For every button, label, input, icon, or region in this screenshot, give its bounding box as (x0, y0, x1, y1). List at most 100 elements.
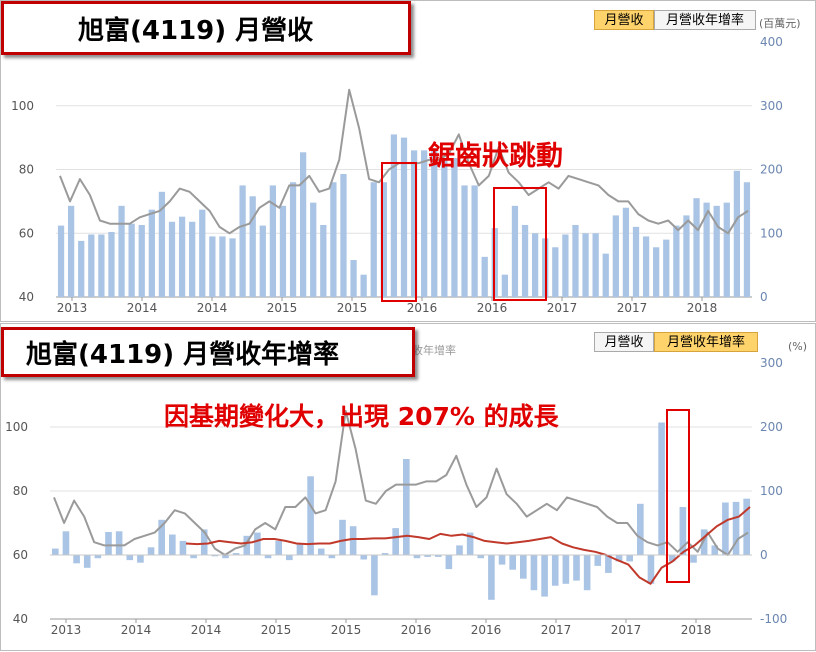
revenue-bar (350, 260, 357, 297)
revenue-bar (501, 274, 508, 297)
monthly-revenue-chart: 40 60 80 100 0 100 200 300 400 2013 2014 2014 2015 20… (0, 0, 816, 322)
revenue-bar (57, 225, 65, 297)
x-tick-label: 2015 (267, 301, 298, 315)
y-right-tick-label: -100 (760, 612, 787, 626)
y-right-tick-label: 300 (760, 99, 783, 113)
revenue-bar (511, 205, 519, 297)
y-right-tick-label: 100 (760, 484, 783, 498)
revenue-bar (200, 529, 208, 555)
revenue-bar (673, 225, 680, 297)
revenue-bar (562, 234, 569, 297)
unit-label: (%) (788, 340, 808, 353)
x-tick-label: 2015 (331, 623, 362, 637)
x-tick-label: 2017 (611, 623, 642, 637)
x-tick-label: 2016 (401, 623, 432, 637)
revenue-bar (733, 170, 740, 297)
revenue-bar (743, 182, 751, 297)
faded-tab-text: 收年增率 (412, 344, 456, 357)
revenue-bar (466, 532, 474, 555)
revenue-bar (573, 555, 580, 581)
revenue-bar (626, 555, 633, 562)
yoy-growth-chart: 40 60 80 100 -100 0 100 200 300 2013 2014 2014 2015 2… (0, 323, 816, 651)
y-right-tick-label: 300 (760, 356, 783, 370)
y-left-tick-label: 100 (5, 420, 28, 434)
revenue-bar (264, 555, 272, 559)
revenue-bar (52, 548, 59, 555)
revenue-bar (211, 555, 219, 557)
revenue-bar (128, 223, 135, 297)
revenue-bar (239, 185, 246, 297)
x-tick-label: 2015 (261, 623, 292, 637)
revenue-bar (169, 534, 176, 555)
revenue-bar (158, 519, 165, 555)
y-right-tick-label: 200 (760, 420, 783, 434)
revenue-bar (683, 215, 690, 297)
tab-monthly-revenue[interactable]: 月營收 (594, 10, 654, 30)
revenue-bar (390, 134, 398, 297)
revenue-bar (370, 182, 377, 297)
revenue-bar (653, 247, 660, 297)
revenue-bar (118, 205, 125, 297)
x-tick-label: 2014 (191, 623, 222, 637)
x-tick-label: 2017 (541, 623, 572, 637)
revenue-bar (62, 531, 70, 555)
unit-label: (百萬元) (759, 17, 801, 30)
revenue-bar (509, 555, 516, 570)
revenue-bar (592, 233, 599, 297)
revenue-bar (254, 532, 261, 555)
y-left-tick-label: 100 (11, 99, 34, 113)
revenue-bar (199, 209, 206, 297)
x-tick-label: 2018 (681, 623, 712, 637)
x-tick-label: 2015 (337, 301, 368, 315)
revenue-bar (320, 224, 327, 297)
revenue-bar (441, 158, 448, 297)
revenue-bar (360, 555, 368, 560)
revenue-bar (148, 209, 155, 297)
revenue-bar (642, 236, 650, 297)
revenue-bar (732, 501, 740, 555)
growth-average-line (185, 506, 751, 585)
revenue-bar (249, 196, 256, 297)
revenue-bar (461, 185, 468, 297)
tab-yoy-growth[interactable]: 月營收年增率 (654, 332, 758, 352)
revenue-bar (307, 476, 314, 555)
tab-monthly-revenue[interactable]: 月營收 (594, 332, 654, 352)
y-right-tick-label: 400 (760, 35, 783, 49)
y-right-tick-label: 100 (760, 226, 783, 240)
revenue-bar (275, 540, 282, 555)
x-tick-label: 2014 (197, 301, 228, 315)
revenue-bar (532, 233, 539, 297)
y-left-tick-label: 40 (13, 612, 28, 626)
revenue-bar (310, 202, 317, 297)
revenue-bar (178, 216, 186, 297)
revenue-bar (520, 555, 527, 579)
revenue-bar (658, 422, 665, 555)
revenue-bar (612, 215, 619, 297)
revenue-bar (582, 233, 589, 297)
revenue-bar (381, 553, 389, 555)
revenue-bar (583, 555, 591, 591)
annotation-box (666, 409, 690, 583)
revenue-bar (179, 540, 187, 555)
revenue-bar (400, 137, 408, 297)
revenue-bar (679, 507, 687, 555)
revenue-bar (488, 555, 495, 600)
x-tick-label: 2017 (617, 301, 648, 315)
x-tick-label: 2014 (127, 301, 158, 315)
revenue-bar (392, 528, 399, 555)
revenue-bar (300, 152, 307, 297)
revenue-bar (668, 555, 676, 562)
revenue-bar (219, 236, 226, 297)
annotation-box (493, 187, 547, 301)
tab-yoy-growth[interactable]: 月營收年增率 (654, 10, 756, 30)
revenue-bar (615, 555, 623, 562)
revenue-bar (552, 247, 559, 297)
revenue-bar (421, 150, 428, 297)
chart-title: 旭富(4119) 月營收 (1, 1, 411, 55)
revenue-bar (722, 502, 729, 555)
revenue-bar (434, 555, 442, 557)
revenue-bar (158, 191, 166, 297)
revenue-bar (521, 224, 529, 297)
revenue-bar (137, 555, 144, 563)
revenue-bar (209, 236, 216, 297)
